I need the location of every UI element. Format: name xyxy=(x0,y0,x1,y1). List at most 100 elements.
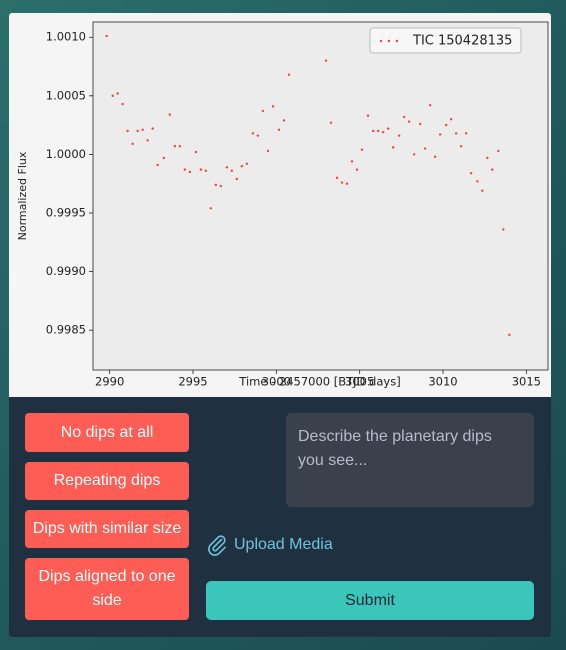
upload-link[interactable]: Upload Media xyxy=(205,533,333,557)
choice-button[interactable]: Repeating dips xyxy=(25,462,189,500)
data-point xyxy=(345,182,349,185)
data-point xyxy=(146,139,149,142)
data-point xyxy=(168,113,172,116)
data-point xyxy=(209,207,213,210)
data-point xyxy=(105,34,108,38)
data-point xyxy=(151,127,154,130)
data-point xyxy=(225,166,229,169)
legend-marker xyxy=(395,39,399,43)
data-point xyxy=(381,130,385,134)
data-point xyxy=(412,153,416,156)
submit-button[interactable]: Submit xyxy=(206,581,534,620)
plot-area xyxy=(92,21,549,371)
data-point xyxy=(261,109,265,113)
paperclip-icon xyxy=(208,535,226,556)
choice-button[interactable]: Dips aligned to one side xyxy=(25,558,189,620)
x-tick-label: 3005 xyxy=(345,375,374,389)
data-point xyxy=(444,123,448,127)
legend-label: TIC 150428135 xyxy=(412,34,512,49)
legend: TIC 150428135 xyxy=(369,27,522,54)
data-point xyxy=(350,160,354,163)
data-point xyxy=(340,181,344,184)
choice-button[interactable]: No dips at all xyxy=(25,413,189,452)
data-point xyxy=(230,169,234,173)
x-axis-label: Time - 2457000 [BTJD days] xyxy=(238,375,400,389)
x-tick-label: 3000 xyxy=(262,375,291,389)
data-point xyxy=(199,168,203,171)
data-point xyxy=(335,176,339,180)
data-point xyxy=(360,148,364,151)
data-point xyxy=(156,163,159,167)
choice-button[interactable]: Dips with similar size xyxy=(25,510,189,548)
data-point xyxy=(386,127,390,130)
data-point xyxy=(214,183,218,187)
upload-label: Upload Media xyxy=(234,536,333,553)
x-tick-label: 2995 xyxy=(178,375,207,389)
y-tick-label: 1.0000 xyxy=(46,147,86,161)
data-point xyxy=(121,102,124,106)
data-point xyxy=(251,132,255,135)
data-point xyxy=(491,168,494,171)
x-tick-label: 3010 xyxy=(428,375,457,389)
data-point xyxy=(454,132,458,135)
data-point xyxy=(245,162,249,165)
data-point xyxy=(183,168,187,171)
y-tick-label: 0.9995 xyxy=(46,205,86,219)
data-point xyxy=(481,189,484,192)
data-point xyxy=(486,156,489,160)
data-point xyxy=(397,134,401,137)
data-point xyxy=(433,155,437,158)
data-point xyxy=(376,129,380,133)
legend-marker xyxy=(387,39,391,43)
data-point xyxy=(240,164,244,168)
data-point xyxy=(116,92,119,95)
data-point xyxy=(464,132,468,135)
data-point xyxy=(329,121,333,124)
data-point xyxy=(508,333,511,337)
data-point xyxy=(469,171,473,175)
y-axis-label: Normalized Flux xyxy=(16,151,29,240)
data-point xyxy=(271,105,275,108)
legend-box xyxy=(369,27,522,54)
data-point xyxy=(418,122,422,126)
data-point xyxy=(131,142,134,146)
y-tick-label: 0.9990 xyxy=(46,264,86,278)
data-point xyxy=(126,129,129,133)
data-point xyxy=(402,115,406,119)
data-point xyxy=(111,94,114,98)
chart: Time - 2457000 [BTJD days] Normalized Fl… xyxy=(9,13,551,397)
data-point xyxy=(173,145,177,148)
data-point xyxy=(391,146,395,149)
data-point xyxy=(355,168,359,171)
data-point xyxy=(366,114,370,117)
y-tick-label: 1.0010 xyxy=(46,30,86,44)
data-point xyxy=(449,118,453,121)
x-tick-label: 2990 xyxy=(95,375,124,389)
data-point xyxy=(407,120,411,123)
data-point xyxy=(428,103,432,107)
data-point xyxy=(502,228,505,231)
y-tick-label: 0.9985 xyxy=(46,323,86,337)
panel: Time - 2457000 [BTJD days] Normalized Fl… xyxy=(9,13,551,637)
data-point xyxy=(188,170,192,174)
x-tick-label: 3015 xyxy=(512,375,541,389)
data-point xyxy=(324,59,328,62)
data-point xyxy=(282,119,286,122)
data-point xyxy=(141,128,144,131)
data-point xyxy=(266,149,270,153)
data-point xyxy=(423,147,427,150)
legend-marker xyxy=(379,39,383,43)
data-point xyxy=(476,180,479,183)
y-tick-label: 1.0005 xyxy=(46,88,86,102)
description-input[interactable]: Describe the planetary dips you see... xyxy=(286,413,534,507)
data-point xyxy=(219,184,223,188)
data-point xyxy=(178,145,182,148)
data-point xyxy=(162,156,166,160)
data-point xyxy=(459,145,463,148)
data-point xyxy=(287,73,291,76)
data-point xyxy=(497,149,500,153)
data-point xyxy=(438,133,442,136)
data-point xyxy=(277,128,281,131)
data-point xyxy=(204,169,208,173)
